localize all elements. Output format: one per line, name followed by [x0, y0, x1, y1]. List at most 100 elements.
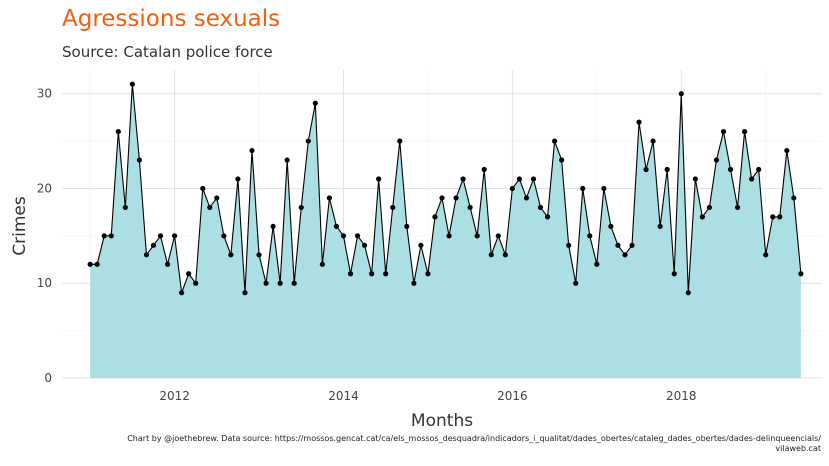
data-point [734, 204, 741, 211]
data-point [376, 176, 382, 182]
data-point [228, 252, 234, 258]
data-point [530, 176, 537, 182]
data-point [333, 223, 340, 229]
data-point [284, 157, 290, 163]
point-layer [87, 81, 804, 296]
data-point [87, 261, 93, 267]
data-point [397, 138, 403, 144]
data-point [713, 157, 720, 163]
data-point [101, 233, 107, 239]
data-point [390, 204, 396, 211]
data-point [608, 223, 614, 229]
data-point [727, 166, 734, 173]
data-point [685, 290, 691, 296]
data-point [664, 166, 670, 173]
data-point [214, 195, 220, 201]
data-point [383, 271, 389, 277]
data-point [312, 100, 318, 106]
x-tick-label: 2012 [159, 389, 190, 403]
data-point [411, 280, 417, 286]
line-layer [90, 84, 802, 293]
data-point [749, 176, 755, 182]
data-point [179, 290, 185, 296]
data-point [488, 252, 494, 258]
x-tick-label: 2014 [328, 389, 359, 403]
data-point [164, 261, 171, 267]
data-point [235, 176, 241, 182]
data-point [361, 242, 368, 248]
data-point [157, 233, 164, 239]
data-point [143, 252, 150, 258]
data-point [404, 223, 410, 229]
chart-title: Agressions sexuals [62, 6, 281, 32]
data-point [798, 271, 804, 277]
data-point [763, 252, 769, 258]
data-point [200, 185, 206, 192]
data-point [305, 138, 311, 144]
data-point [460, 176, 466, 182]
data-point [256, 252, 262, 258]
data-point [601, 185, 607, 192]
data-point [326, 195, 333, 201]
data-point [432, 214, 438, 220]
data-point [643, 166, 649, 173]
data-point [439, 195, 445, 201]
data-point [249, 147, 255, 154]
data-point [94, 261, 100, 267]
data-point [622, 252, 628, 258]
data-point [467, 204, 473, 211]
data-point [277, 280, 283, 286]
data-point [186, 271, 192, 277]
data-point [741, 129, 748, 135]
data-point [340, 233, 347, 239]
area-fill [90, 84, 801, 378]
data-point [537, 204, 544, 211]
data-point [129, 81, 135, 87]
data-point [270, 223, 276, 229]
data-point [784, 147, 790, 154]
data-point [559, 157, 565, 163]
data-point [354, 233, 361, 239]
area-layer [90, 84, 801, 378]
data-point [544, 214, 551, 220]
data-point [636, 119, 642, 125]
data-point [291, 280, 297, 286]
y-axis-label: Crimes [10, 196, 30, 256]
data-point [207, 204, 213, 211]
data-point [523, 195, 530, 201]
data-point [347, 271, 354, 277]
chart-subtitle: Source: Catalan police force [62, 43, 273, 61]
data-point [446, 233, 452, 239]
data-point [474, 233, 480, 239]
data-point [678, 91, 684, 97]
data-point [221, 233, 227, 239]
data-point [657, 223, 663, 229]
data-point [502, 252, 508, 258]
chart-caption: Chart by @joethebrew. Data source: https… [127, 434, 821, 453]
data-point [369, 271, 375, 277]
data-point [171, 233, 178, 239]
data-point [319, 261, 325, 267]
data-point [298, 204, 304, 211]
data-point [756, 166, 762, 173]
series-line [90, 84, 802, 293]
data-point [150, 242, 157, 248]
data-point [791, 195, 797, 201]
data-point [615, 242, 621, 248]
data-point [495, 233, 501, 239]
data-point [770, 214, 776, 220]
data-point [671, 271, 677, 277]
data-point [115, 129, 121, 135]
data-point [692, 176, 698, 182]
tick-labels: 0 10 20 30 2012 2014 2016 2018 [37, 87, 697, 403]
data-point [566, 242, 572, 248]
data-point [777, 214, 783, 220]
data-point [580, 185, 586, 192]
data-point [509, 185, 515, 192]
data-point [242, 290, 248, 296]
data-point [418, 242, 424, 248]
data-point [594, 261, 600, 267]
data-point [573, 280, 579, 286]
data-point [516, 176, 523, 182]
data-point [650, 138, 656, 144]
